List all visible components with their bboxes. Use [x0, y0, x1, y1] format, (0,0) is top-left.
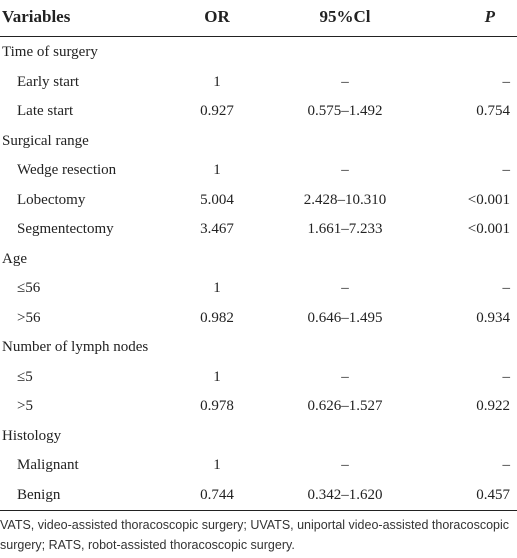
footnote: VATS, video-assisted thoracoscopic surge…	[0, 518, 510, 552]
or-cell: 1	[213, 280, 221, 296]
ci-cell: –	[341, 73, 349, 90]
group-label: Time of surgery	[2, 44, 98, 60]
p-cell: <0.001	[467, 191, 510, 208]
or-cell: 1	[213, 162, 221, 178]
ci-cell: –	[341, 280, 349, 296]
or-cell: 5.004	[200, 191, 234, 208]
header-cell: Variables	[2, 7, 71, 26]
ci-cell: 0.575–1.492	[307, 103, 383, 119]
or-cell: 0.982	[200, 309, 234, 326]
or-cell: 3.467	[200, 221, 234, 237]
p-cell: 0.922	[476, 398, 510, 414]
ci-cell: 0.646–1.495	[307, 309, 383, 326]
p-cell: 0.457	[476, 486, 510, 503]
row-label: Benign	[17, 486, 61, 503]
ci-cell: 1.661–7.233	[307, 221, 383, 237]
or-cell: 1	[213, 457, 221, 473]
or-cell: 0.744	[200, 486, 234, 503]
or-cell: 0.927	[200, 103, 234, 119]
p-cell: 0.934	[476, 309, 510, 326]
p-cell: 0.754	[476, 103, 510, 119]
row-label: ≤56	[17, 280, 41, 296]
ci-cell: –	[341, 368, 349, 385]
row-label: >5	[17, 398, 33, 414]
ci-cell: –	[341, 162, 349, 178]
row-label: ≤5	[17, 368, 33, 385]
p-cell: –	[502, 457, 511, 473]
p-cell: –	[502, 368, 511, 385]
row-label: Segmentectomy	[17, 221, 114, 237]
row-label: Lobectomy	[17, 191, 86, 208]
p-cell: <0.001	[467, 221, 510, 237]
group-label: Number of lymph nodes	[2, 339, 149, 355]
ci-cell: 0.342–1.620	[307, 486, 383, 503]
row-label: Late start	[17, 103, 74, 119]
header-cell: OR	[204, 7, 230, 26]
group-label: Histology	[2, 427, 62, 444]
or-cell: 1	[213, 73, 221, 90]
ci-cell: –	[341, 457, 349, 473]
bottom-rule	[0, 510, 517, 511]
or-cell: 1	[213, 368, 221, 385]
p-cell: –	[502, 162, 511, 178]
ci-cell: 2.428–10.310	[303, 191, 387, 208]
row-label: >56	[17, 309, 41, 326]
p-cell: –	[502, 73, 511, 90]
or-cell: 0.978	[200, 398, 234, 414]
row-label: Wedge resection	[17, 162, 117, 178]
header-rule	[0, 36, 517, 37]
ci-cell: 0.626–1.527	[307, 398, 383, 414]
p-cell: –	[502, 280, 511, 296]
group-label: Surgical range	[2, 132, 89, 149]
header-cell: 95%Cl	[319, 7, 371, 26]
row-label: Malignant	[17, 457, 79, 473]
row-label: Early start	[17, 73, 80, 90]
header-cell: P	[484, 7, 495, 26]
group-label: Age	[2, 250, 27, 267]
